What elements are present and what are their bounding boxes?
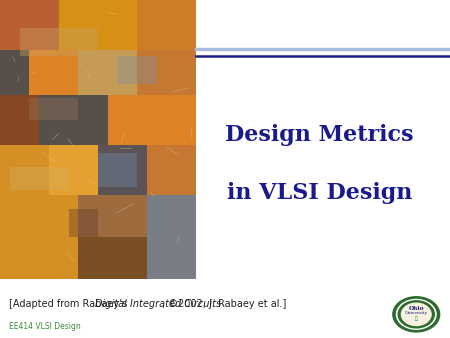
Bar [117,56,157,83]
Text: ⬛: ⬛ [415,316,418,321]
Bar [20,28,98,56]
Bar [29,50,78,95]
Bar [137,50,196,95]
Text: EE414 VLSI Design: EE414 VLSI Design [9,322,81,331]
Bar [0,50,29,95]
Bar [68,209,98,237]
Bar [0,0,58,50]
Bar [0,0,196,279]
Bar [0,0,196,279]
Bar [0,145,49,195]
Bar [0,95,39,145]
Bar [98,153,137,187]
Circle shape [396,299,436,329]
Bar [147,145,196,195]
Text: Ohio: Ohio [409,307,424,311]
Bar [137,0,196,50]
Circle shape [401,303,431,325]
Text: Design Metrics: Design Metrics [225,124,414,146]
Bar [108,95,196,145]
Circle shape [398,301,434,328]
Bar [78,237,147,279]
Bar [0,195,78,279]
Bar [49,145,98,195]
Text: Digital Integrated Circuits: Digital Integrated Circuits [95,299,221,309]
Bar [78,50,137,95]
Text: in VLSI Design: in VLSI Design [227,182,412,204]
Bar [29,98,78,120]
Bar [147,195,196,279]
Text: [Adapted from Rabaey’s: [Adapted from Rabaey’s [9,299,130,309]
Text: , ©2002, J. Rabaey et al.]: , ©2002, J. Rabaey et al.] [162,299,286,309]
Bar [78,195,147,237]
Bar [10,167,68,190]
Bar [58,0,137,50]
Text: University: University [405,311,428,315]
Bar [98,145,147,195]
Circle shape [393,297,440,332]
Bar [39,95,108,145]
